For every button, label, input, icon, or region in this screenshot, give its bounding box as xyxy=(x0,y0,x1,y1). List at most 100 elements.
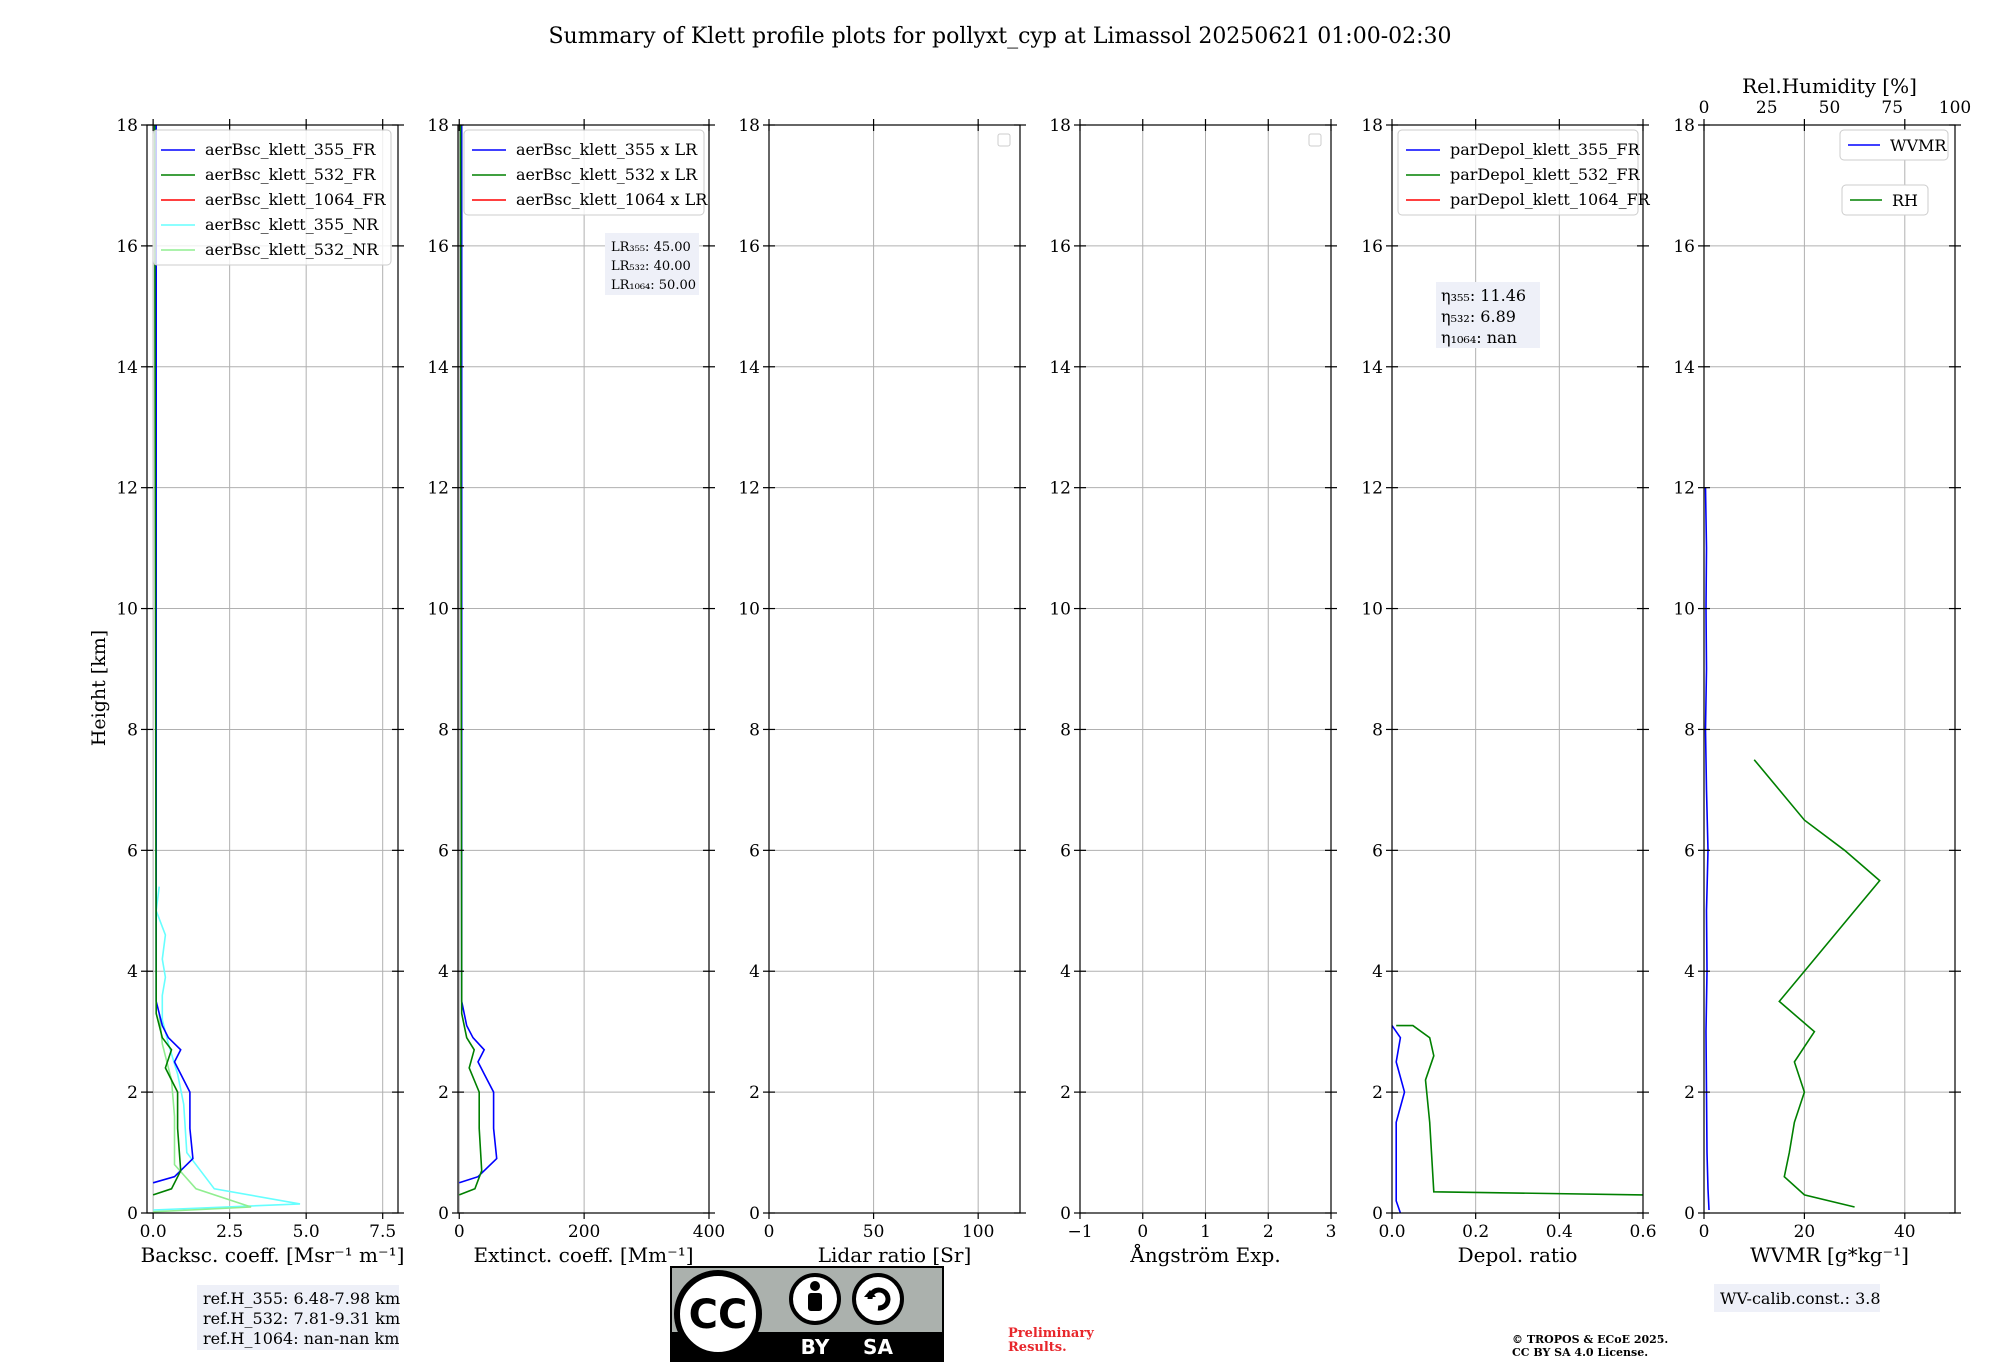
y-tick-label: 2 xyxy=(438,1083,449,1103)
eta-info-line: η₃₅₅: 11.46 xyxy=(1441,286,1526,305)
y-tick-label: 8 xyxy=(127,720,138,740)
legend-label: aerBsc_klett_355 x LR xyxy=(516,140,698,159)
svg-text:CC: CC xyxy=(689,1292,748,1338)
x-tick-label: 100 xyxy=(962,1222,994,1242)
x-tick-label: 200 xyxy=(568,1222,600,1242)
y-tick-label: 2 xyxy=(1684,1083,1695,1103)
eta-info-line: η₁₀₆₄: nan xyxy=(1441,328,1517,347)
y-tick-label: 8 xyxy=(1060,720,1071,740)
series-parDepol_klett_532_FR xyxy=(1396,1024,1644,1196)
dep-panel: 0 2 4 6 8 10 12 14 16 18 0.0 0.2 0.4 0.6 Depol. ratio p… xyxy=(1361,116,1656,1267)
x-tick-label: 50 xyxy=(863,1222,885,1242)
x-tick-label: 400 xyxy=(693,1222,725,1242)
x-axis-label: Depol. ratio xyxy=(1458,1243,1578,1267)
y-tick-label: 12 xyxy=(116,479,138,499)
series-parDepol_klett_355_FR xyxy=(1391,1025,1406,1214)
y-tick-label: 14 xyxy=(1673,358,1695,378)
eta-info-box xyxy=(1436,282,1540,348)
axes-frame xyxy=(1703,124,1956,1214)
y-tick-label: 6 xyxy=(1372,841,1383,861)
y-tick-label: 6 xyxy=(749,841,760,861)
y-tick-label: 18 xyxy=(1049,116,1071,136)
x-tick-label: 0 xyxy=(1699,1222,1710,1242)
x-tick-label: 5.0 xyxy=(293,1222,320,1242)
x2-tick-label: 100 xyxy=(1939,98,1971,118)
y-tick-label: 6 xyxy=(127,841,138,861)
x-tick-label: 0 xyxy=(764,1222,775,1242)
legend-label: parDepol_klett_1064_FR xyxy=(1450,190,1651,209)
series-RH xyxy=(1753,759,1881,1208)
x-tick-label: 2.5 xyxy=(216,1222,243,1242)
legend-label: aerBsc_klett_1064_FR xyxy=(205,190,387,209)
legend-label: aerBsc_klett_532_NR xyxy=(205,240,379,259)
lr-info-box xyxy=(605,233,699,295)
x-axis-label: Extinct. coeff. [Mm⁻¹] xyxy=(473,1243,693,1267)
y-tick-label: 4 xyxy=(1060,962,1071,982)
legend-label: parDepol_klett_355_FR xyxy=(1450,140,1641,159)
x-tick-label: 0.0 xyxy=(140,1222,167,1242)
x-tick-label: 1 xyxy=(1200,1222,1211,1242)
x-tick-label: 0.6 xyxy=(1629,1222,1656,1242)
legend-box xyxy=(1839,129,1949,161)
x-tick-label: −1 xyxy=(1067,1222,1092,1242)
ref-height-line: ref.H_1064: nan-nan km xyxy=(203,1329,399,1348)
series-aerBsc_klett_532 x LR xyxy=(458,124,483,1196)
axes-frame xyxy=(146,124,399,1214)
y-tick-label: 10 xyxy=(738,600,760,620)
x-tick-label: 0.4 xyxy=(1546,1222,1573,1242)
y-tick-label: 0 xyxy=(749,1204,760,1224)
y-tick-label: 10 xyxy=(1361,600,1383,620)
y-tick-label: 4 xyxy=(127,962,138,982)
legend-label: aerBsc_klett_355_NR xyxy=(205,215,379,234)
legend-label: aerBsc_klett_355_FR xyxy=(205,140,376,159)
lr-info-line: LR₃₅₅: 45.00 xyxy=(611,240,691,255)
wv-calib-box xyxy=(1714,1284,1880,1312)
y-tick-label: 18 xyxy=(427,116,449,136)
y-axis-label: Height [km] xyxy=(88,630,110,746)
legend-label: aerBsc_klett_1064 x LR xyxy=(516,190,708,209)
y-tick-label: 10 xyxy=(427,600,449,620)
sa-share-icon xyxy=(852,1273,904,1325)
x-axis-label: WVMR [g*kg⁻¹] xyxy=(1750,1243,1909,1267)
y-tick-label: 14 xyxy=(427,358,449,378)
lr-info-line: LR₅₃₂: 40.00 xyxy=(611,259,691,274)
y-tick-label: 4 xyxy=(1684,962,1695,982)
y-tick-label: 16 xyxy=(1673,237,1695,257)
y-tick-label: 6 xyxy=(1684,841,1695,861)
x2-axis-label: Rel.Humidity [%] xyxy=(1742,74,1917,98)
ref-height-box xyxy=(197,1285,399,1350)
empty-legend xyxy=(1308,133,1322,147)
y-tick-label: 16 xyxy=(427,237,449,257)
y-tick-label: 8 xyxy=(438,720,449,740)
y-tick-label: 0 xyxy=(1684,1204,1695,1224)
y-tick-label: 6 xyxy=(1060,841,1071,861)
y-tick-label: 8 xyxy=(749,720,760,740)
ref-height-line: ref.H_532: 7.81-9.31 km xyxy=(203,1309,400,1328)
y-tick-label: 0 xyxy=(1060,1204,1071,1224)
wv-calib-line: WV-calib.const.: 3.8 xyxy=(1720,1289,1881,1308)
x-tick-label: 40 xyxy=(1894,1222,1916,1242)
y-tick-label: 18 xyxy=(738,116,760,136)
legend-box xyxy=(1841,184,1929,216)
y-tick-label: 16 xyxy=(1049,237,1071,257)
lr-info-line: LR₁₀₆₄: 50.00 xyxy=(611,278,696,293)
y-tick-label: 8 xyxy=(1372,720,1383,740)
x-tick-label: 0.2 xyxy=(1462,1222,1489,1242)
legend-box xyxy=(463,129,705,216)
copyright-note: © TROPOS & ECoE 2025. CC BY SA 4.0 Licen… xyxy=(1512,1333,1669,1359)
x-tick-label: 0.0 xyxy=(1378,1222,1405,1242)
y-tick-label: 14 xyxy=(1361,358,1383,378)
y-tick-label: 10 xyxy=(1673,600,1695,620)
y-tick-label: 16 xyxy=(1361,237,1383,257)
y-tick-label: 12 xyxy=(738,479,760,499)
y-tick-label: 2 xyxy=(1372,1083,1383,1103)
axes-frame xyxy=(768,124,1021,1214)
y-tick-label: 4 xyxy=(438,962,449,982)
y-tick-label: 2 xyxy=(127,1083,138,1103)
legend-label: parDepol_klett_532_FR xyxy=(1450,165,1641,184)
series-aerBsc_klett_355 x LR xyxy=(458,125,498,1184)
